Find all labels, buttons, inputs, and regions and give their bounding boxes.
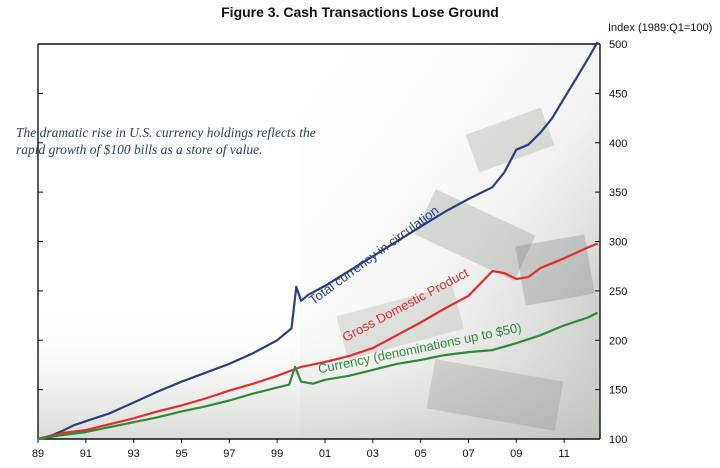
x-tick-label: 99 bbox=[271, 448, 283, 460]
y-tick-label: 150 bbox=[609, 385, 627, 397]
series-line bbox=[37, 311, 599, 441]
x-tick-label: 11 bbox=[558, 448, 569, 460]
series-line bbox=[37, 41, 599, 441]
chart-annotation: The dramatic rise in U.S. currency holdi… bbox=[16, 125, 316, 157]
x-tick-label: 89 bbox=[32, 448, 44, 460]
series-line bbox=[37, 242, 599, 441]
x-tick-label: 05 bbox=[415, 448, 427, 460]
x-tick-label: 93 bbox=[128, 448, 140, 460]
y-tick-label: 400 bbox=[609, 138, 627, 150]
y-tick-label: 200 bbox=[609, 335, 627, 347]
y-tick-label: 100 bbox=[609, 434, 627, 446]
y-tick-label: 500 bbox=[609, 39, 627, 51]
series-lines bbox=[37, 41, 599, 441]
y-tick-label: 250 bbox=[609, 286, 627, 298]
x-tick-label: 01 bbox=[319, 448, 331, 460]
y-tick-label: 350 bbox=[609, 187, 627, 199]
x-axis-ticks: 89 91 93 95 97 99 01 03 05 07 09 11 bbox=[32, 439, 570, 460]
x-tick-label: 07 bbox=[462, 448, 474, 460]
banknote-background-image bbox=[38, 44, 600, 439]
y-tick-label: 450 bbox=[609, 88, 627, 100]
y-tick-label: 300 bbox=[609, 237, 627, 249]
x-tick-label: 97 bbox=[223, 448, 235, 460]
x-tick-label: 03 bbox=[367, 448, 379, 460]
y-axis-ticks: 100 150 200 250 300 350 400 450 500 bbox=[38, 39, 627, 446]
x-tick-label: 95 bbox=[175, 448, 187, 460]
y-axis-unit-label: Index (1989:Q1=100) bbox=[608, 22, 713, 34]
x-tick-label: 91 bbox=[80, 448, 92, 460]
chart-title: Figure 3. Cash Transactions Lose Ground bbox=[221, 4, 499, 20]
x-tick-label: 09 bbox=[510, 448, 522, 460]
